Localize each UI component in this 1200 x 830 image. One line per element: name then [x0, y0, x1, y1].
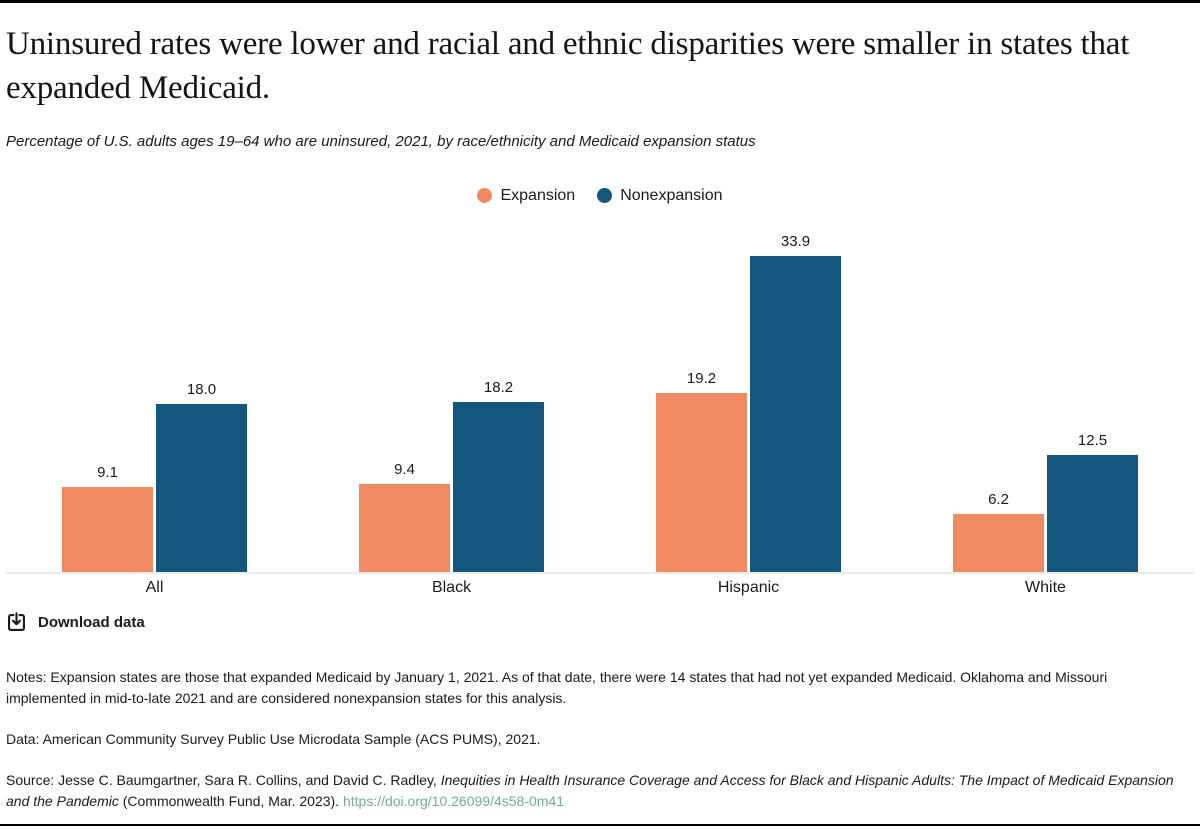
bar-nonexpansion-white[interactable]: 12.5: [1047, 432, 1138, 572]
bar-group-white: 6.2 12.5: [897, 218, 1194, 572]
doi-link[interactable]: https://doi.org/10.26099/4s58-0m41: [342, 792, 565, 809]
bar-value-label: 12.5: [1077, 432, 1108, 450]
bottom-divider: [0, 824, 1200, 826]
bar-value-label: 9.4: [394, 461, 415, 479]
legend-label: Expansion: [500, 186, 576, 204]
download-label: Download data: [38, 613, 145, 631]
source-suffix: (Commonwealth Fund, Mar. 2023).: [118, 792, 343, 809]
category-label-black: Black: [431, 578, 472, 596]
bar-value-label: 33.9: [780, 232, 811, 250]
chart-legend: Expansion Nonexpansion: [6, 186, 1194, 206]
page-title: Uninsured rates were lower and racial an…: [6, 26, 1130, 106]
bar-value-label: 9.1: [97, 463, 118, 481]
legend-item-expansion: Expansion: [477, 187, 575, 205]
plot-area: 9.1 18.0 9.4 18.2 19.2 33.9 6.2 12.5: [6, 218, 1194, 574]
bar-group-hispanic: 19.2 33.9: [600, 218, 897, 572]
bar-expansion-white[interactable]: 6.2: [953, 491, 1044, 572]
source-text: Source: Jesse C. Baumgartner, Sara R. Co…: [6, 770, 1186, 812]
legend-dot-nonexpansion: [597, 188, 613, 204]
source-prefix: Source: Jesse C. Baumgartner, Sara R. Co…: [6, 771, 441, 788]
bar-nonexpansion-hispanic[interactable]: 33.9: [750, 233, 841, 572]
bar-value-label: 18.0: [186, 380, 217, 398]
category-label-white: White: [1025, 578, 1066, 596]
category-labels: All Black Hispanic White: [6, 579, 1194, 597]
legend-dot-expansion: [477, 188, 493, 204]
bar-expansion-all[interactable]: 9.1: [62, 464, 153, 572]
bar-expansion-hispanic[interactable]: 19.2: [656, 370, 747, 572]
download-data-button[interactable]: Download data: [6, 612, 145, 633]
source-report-title: Inequities in Health Insurance Coverage …: [6, 771, 1174, 809]
bar-nonexpansion-black[interactable]: 18.2: [453, 379, 544, 572]
bar-value-label: 19.2: [686, 369, 717, 387]
legend-item-nonexpansion: Nonexpansion: [597, 186, 723, 205]
bar-expansion-black[interactable]: 9.4: [359, 461, 450, 572]
bar-value-label: 18.2: [483, 379, 514, 397]
bar-group-all: 9.1 18.0: [6, 218, 303, 572]
chart-subtitle: Percentage of U.S. adults ages 19–64 who…: [6, 132, 756, 150]
data-source-text: Data: American Community Survey Public U…: [6, 730, 541, 747]
bar-value-label: 6.2: [988, 490, 1009, 508]
bar-nonexpansion-all[interactable]: 18.0: [156, 381, 247, 572]
notes-text: Notes: Expansion states are those that e…: [6, 668, 1108, 706]
legend-label: Nonexpansion: [620, 186, 723, 204]
bar-group-black: 9.4 18.2: [303, 218, 600, 572]
category-label-hispanic: Hispanic: [717, 578, 780, 596]
download-icon: [6, 612, 27, 633]
category-label-all: All: [145, 578, 164, 596]
